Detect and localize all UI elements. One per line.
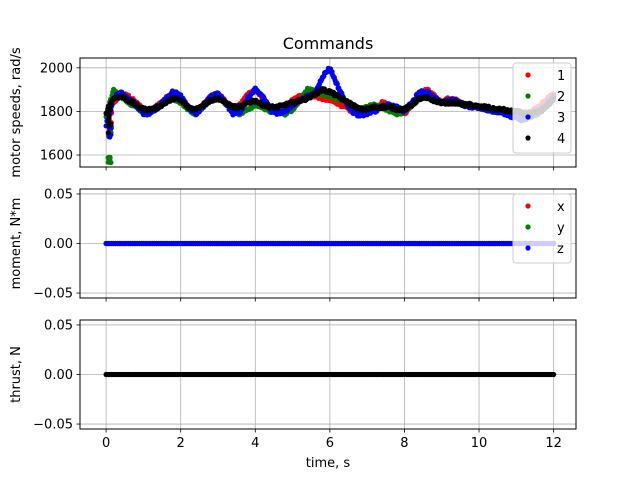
data-point	[105, 105, 111, 111]
y-tick-label: 0.00	[44, 237, 73, 252]
data-point	[105, 155, 111, 161]
y-tick-label: 0.05	[44, 318, 73, 333]
x-tick-label: 2	[177, 436, 185, 451]
legend-marker	[525, 224, 531, 230]
legend-label: x	[557, 200, 565, 215]
x-tick-label: 6	[326, 436, 334, 451]
legend-marker	[525, 114, 531, 120]
data-point	[334, 81, 340, 87]
series-thrust	[103, 371, 557, 378]
x-tick-label: 8	[400, 436, 408, 451]
panel-2-legend: xyz	[512, 193, 572, 264]
y-tick-label: −0.05	[33, 287, 73, 302]
x-axis-label: time, s	[306, 456, 351, 471]
chart-title: Commands	[283, 34, 374, 53]
panel-1: 1600 1800 2000 motor speeds, rad/s 1 2 3 4	[9, 47, 577, 178]
y-axis-label: moment, N*m	[9, 198, 24, 290]
y-tick-label: 2000	[40, 61, 73, 76]
legend-marker	[525, 72, 531, 78]
panel-3: −0.05 0.00 0.05 0 2 4 6 8 10 12 thrust, N	[9, 318, 577, 451]
panel-1-points	[103, 65, 557, 166]
y-tick-label: 0.00	[44, 368, 73, 383]
legend-label: 1	[557, 69, 565, 84]
data-point	[551, 371, 557, 378]
panel-2: −0.05 0.00 0.05 moment, N*m xyz	[9, 187, 577, 302]
legend-marker	[525, 135, 531, 141]
panel-1-frame	[79, 57, 577, 168]
data-point	[106, 112, 112, 118]
legend-marker	[525, 245, 531, 251]
data-point	[108, 159, 114, 166]
data-point	[106, 123, 112, 129]
legend-label: z	[557, 242, 564, 257]
data-point	[105, 130, 111, 136]
y-tick-label: −0.05	[33, 418, 73, 433]
legend-label: 4	[557, 132, 565, 147]
x-tick-label: 10	[471, 436, 488, 451]
y-tick-label: 1800	[40, 105, 73, 120]
y-axis-label: thrust, N	[9, 346, 24, 403]
legend-box	[512, 62, 572, 154]
y-tick-label: 0.05	[44, 187, 73, 202]
legend-marker	[525, 93, 531, 99]
panel-3-points	[103, 371, 557, 378]
data-point	[107, 101, 113, 107]
x-tick-label: 0	[102, 436, 110, 451]
legend-label: y	[557, 221, 565, 236]
legend-label: 2	[557, 90, 565, 105]
panel-1-legend: 1 2 3 4	[512, 62, 572, 154]
legend-label: 3	[557, 111, 565, 126]
y-axis-label: motor speeds, rad/s	[9, 47, 24, 177]
legend-marker	[525, 203, 531, 209]
series-z	[103, 240, 557, 247]
y-tick-label: 1600	[40, 149, 73, 164]
x-tick-label: 12	[545, 436, 562, 451]
panel-2-points	[103, 240, 557, 247]
x-tick-label: 4	[251, 436, 259, 451]
